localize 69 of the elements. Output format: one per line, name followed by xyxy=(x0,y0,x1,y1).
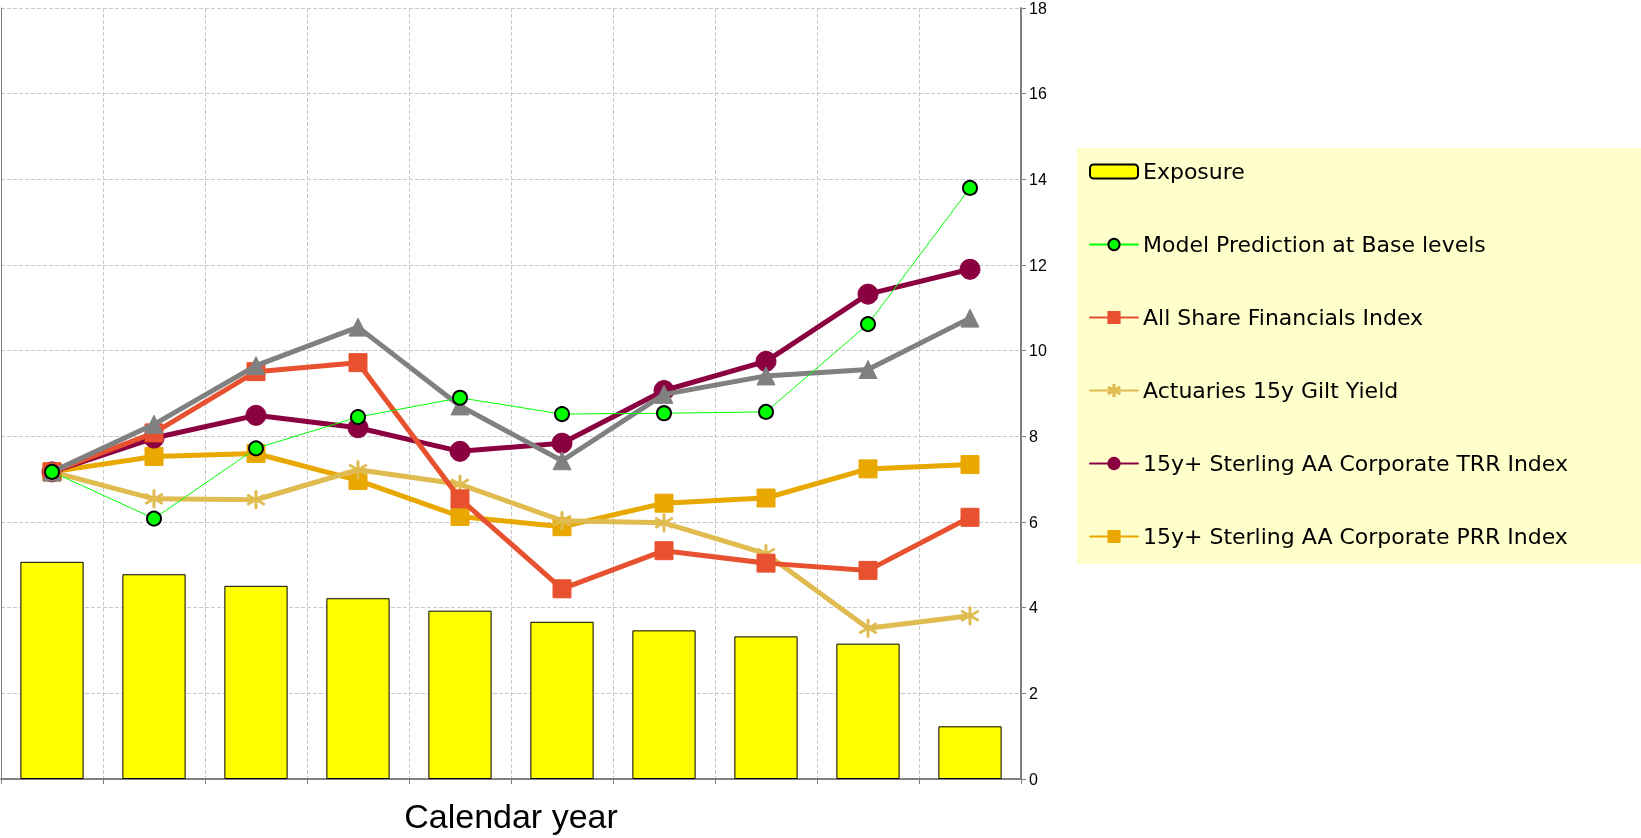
point xyxy=(758,403,774,420)
y2-tick-label: 18 xyxy=(1029,0,1047,17)
legend-label: Actuaries 15y Gilt Yield xyxy=(1143,378,1399,403)
bar xyxy=(836,643,900,779)
point xyxy=(144,414,164,434)
point xyxy=(959,258,981,280)
point xyxy=(450,489,470,509)
point xyxy=(552,511,572,531)
point xyxy=(246,356,266,376)
bar xyxy=(326,598,390,779)
point xyxy=(962,179,978,196)
y2-tick-label: 14 xyxy=(1029,170,1047,188)
point xyxy=(552,451,572,471)
y2-tick-label: 0 xyxy=(1029,770,1038,788)
point xyxy=(858,360,878,380)
y2-tick-label: 12 xyxy=(1029,256,1047,274)
point xyxy=(756,366,776,386)
y2-tick-label: 4 xyxy=(1029,599,1038,617)
point xyxy=(146,510,162,527)
point xyxy=(960,507,980,527)
point xyxy=(348,460,368,480)
legend-label: All Share Financials Index xyxy=(1143,305,1424,330)
bar xyxy=(938,726,1002,779)
point xyxy=(248,440,264,457)
point xyxy=(246,490,266,510)
point xyxy=(552,579,572,599)
legend-label: 15y+ Sterling AA Corporate TRR Index xyxy=(1143,451,1568,476)
point xyxy=(348,353,368,373)
y2-tick-label: 2 xyxy=(1029,684,1038,702)
point xyxy=(144,446,164,466)
point xyxy=(654,513,674,533)
point xyxy=(551,432,573,454)
legend-label: 15y+ Sterling AA Corporate PRR Index xyxy=(1143,524,1568,549)
point xyxy=(654,541,674,561)
point xyxy=(960,606,980,626)
point xyxy=(554,406,570,423)
bar xyxy=(224,585,288,779)
point xyxy=(960,455,980,475)
point xyxy=(656,405,672,422)
point xyxy=(144,489,164,509)
point xyxy=(858,560,878,580)
bar xyxy=(530,621,594,779)
point xyxy=(449,440,471,462)
point xyxy=(858,618,878,638)
point xyxy=(450,506,470,526)
bar xyxy=(20,561,84,779)
point xyxy=(755,350,777,372)
point xyxy=(350,409,366,426)
point xyxy=(654,493,674,513)
bar xyxy=(734,636,798,779)
legend-label: Exposure xyxy=(1143,159,1245,184)
y2-tick-label: 6 xyxy=(1029,513,1038,531)
y2-tick-label: 10 xyxy=(1029,342,1047,360)
point xyxy=(756,553,776,573)
point xyxy=(858,459,878,479)
bar xyxy=(428,610,492,779)
x-axis-title: Calendar year xyxy=(404,797,618,835)
point xyxy=(756,488,776,508)
point xyxy=(860,316,876,333)
y2-tick-label: 16 xyxy=(1029,85,1047,103)
point xyxy=(452,389,468,406)
point xyxy=(960,308,980,328)
bar xyxy=(122,574,186,779)
bar xyxy=(632,630,696,779)
legend-label: Model Prediction at Base levels xyxy=(1143,232,1486,257)
point xyxy=(245,404,267,426)
point xyxy=(857,283,879,305)
y2-tick-label: 8 xyxy=(1029,427,1038,445)
point xyxy=(348,317,368,337)
